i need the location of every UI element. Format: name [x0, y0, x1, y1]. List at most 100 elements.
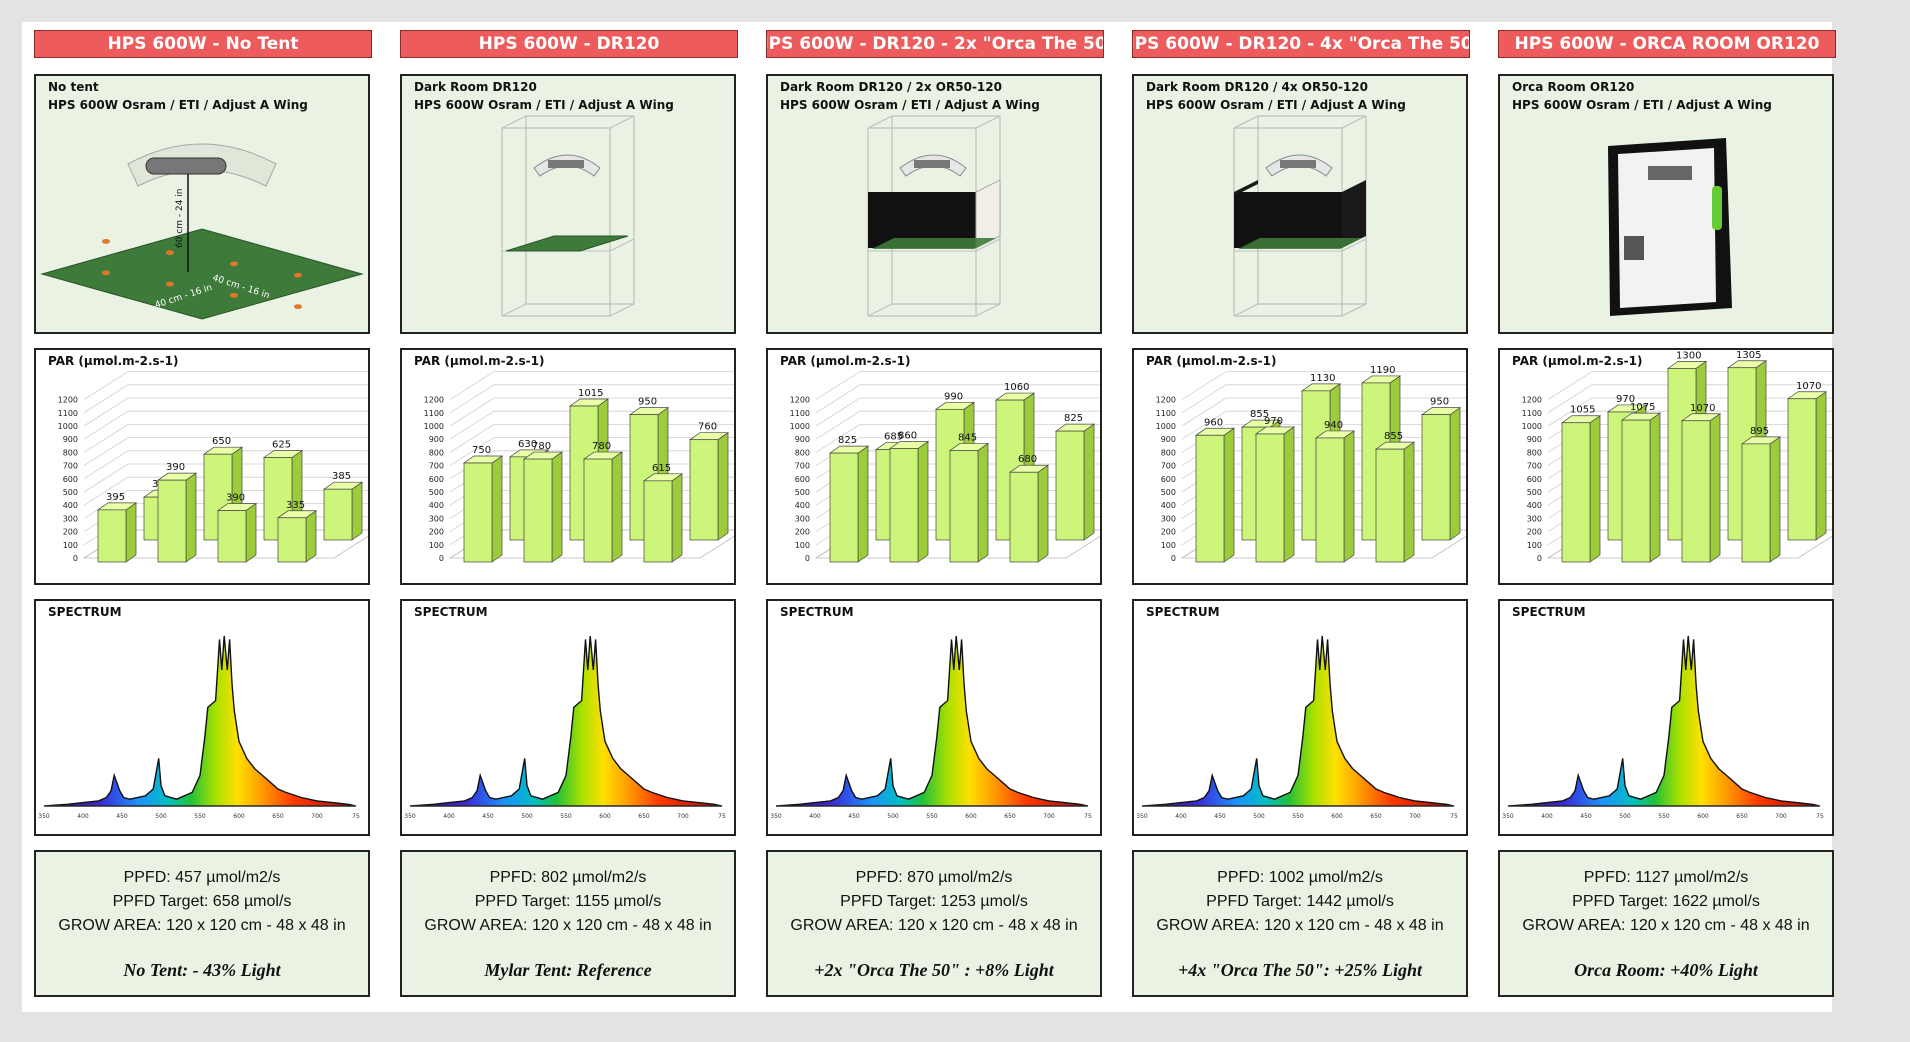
grid-line [815, 371, 1100, 400]
z-tick-label: 800 [63, 448, 78, 457]
x-tick-label: 700 [1775, 813, 1787, 820]
x-tick-label: 400 [809, 813, 821, 820]
x-tick-label: 500 [1619, 813, 1631, 820]
grid-line [83, 410, 368, 440]
x-tick-label: 400 [77, 813, 89, 820]
panel-header: HPS 600W - ORCA ROOM OR120 [1498, 30, 1836, 58]
grow-area: GROW AREA: 120 x 120 cm - 48 x 48 in [58, 917, 346, 934]
par-bar-back [322, 481, 364, 541]
z-tick-label: 800 [1161, 448, 1176, 457]
setup-caption-equipment: HPS 600W Osram / ETI / Adjust A Wing [780, 98, 1040, 112]
z-tick-label: 200 [1527, 528, 1542, 537]
spectrum-title: SPECTRUM [1146, 605, 1220, 619]
par-bar-back [1420, 406, 1462, 541]
bar-value-label: 1015 [578, 388, 603, 399]
z-tick-label: 100 [1527, 541, 1542, 550]
grid-line [449, 371, 734, 400]
spectrum-area [1141, 635, 1455, 807]
z-tick-label: 200 [795, 528, 810, 537]
x-tick-label: 600 [1331, 813, 1343, 820]
par-chart-title: PAR (µmol.m-2.s-1) [1146, 354, 1277, 368]
grid-line [83, 424, 368, 453]
x-tick-label: 75 [352, 813, 360, 820]
z-tick-label: 1000 [424, 422, 444, 431]
x-tick-label: 700 [311, 813, 323, 820]
z-tick-label: 800 [429, 448, 444, 457]
results-panel: PPFD: 457 µmol/m2/s PPFD Target: 658 µmol… [34, 850, 370, 997]
par-bar-front [582, 451, 624, 563]
spectrum-area [43, 635, 357, 807]
x-tick-label: 350 [1136, 813, 1148, 820]
x-tick-label: 650 [1736, 813, 1748, 820]
bar-value-label: 845 [958, 432, 977, 443]
bar-value-label: 950 [1430, 397, 1449, 408]
par-bar-front [642, 473, 684, 563]
par-bar-front [1620, 412, 1662, 563]
results-panel: PPFD: 1127 µmol/m2/s PPFD Target: 1622 µm… [1498, 850, 1834, 997]
spectrum-panel: SPECTRUM 350 400 450 500 550 600 650 700 75 [34, 599, 370, 836]
ppfd-target: PPFD Target: 1442 µmol/s [1206, 893, 1394, 910]
illustration-panel: Dark Room DR120 HPS 600W Osram / ETI / Ad… [400, 74, 736, 334]
light-verdict: +4x "Orca The 50": +25% Light [1178, 960, 1422, 980]
z-tick-label: 100 [795, 541, 810, 550]
par-chart: 0 100 200 300 400 500 600 700 800 900 1000 1100 1200… [1522, 350, 1832, 563]
setup-caption: Dark Room DR120 [414, 80, 537, 94]
bar-value-label: 1060 [1004, 382, 1029, 393]
x-tick-label: 650 [638, 813, 650, 820]
par-bar-back [1054, 423, 1096, 541]
z-tick-label: 1100 [1156, 409, 1176, 418]
par-bar-back [1786, 391, 1828, 541]
x-tick-label: 550 [560, 813, 572, 820]
bar-value-label: 825 [838, 435, 857, 446]
z-tick-label: 200 [63, 528, 78, 537]
par-chart-title: PAR (µmol.m-2.s-1) [1512, 354, 1643, 368]
panel-column-2: HPS 600W - DR120 Dark Room DR120 HPS 600W … [400, 30, 740, 997]
bar-value-label: 685 [884, 432, 903, 443]
par-bar-front [1194, 427, 1236, 563]
z-tick-label: 300 [1161, 514, 1176, 523]
bar-value-label: 615 [652, 463, 671, 474]
x-tick-label: 700 [1409, 813, 1421, 820]
z-tick-label: 900 [795, 435, 810, 444]
setup-caption-equipment: HPS 600W Osram / ETI / Adjust A Wing [1146, 98, 1406, 112]
par-bar-front [1560, 415, 1602, 563]
bar-value-label: 970 [1264, 416, 1283, 427]
z-tick-label: 900 [1161, 435, 1176, 444]
x-tick-label: 600 [599, 813, 611, 820]
setup-illustration [1608, 138, 1732, 316]
z-tick-label: 200 [429, 528, 444, 537]
ppfd-target: PPFD Target: 1253 µmol/s [840, 893, 1028, 910]
par-chart: 0 100 200 300 400 500 600 700 800 900 1000 1100 1200… [790, 371, 1100, 563]
bar-value-label: 1130 [1310, 373, 1335, 384]
par-bar-front [1314, 430, 1356, 563]
z-tick-label: 900 [63, 435, 78, 444]
z-tick-label: 1000 [1522, 422, 1542, 431]
par-chart-panel: PAR (µmol.m-2.s-1) 0 100 200 300 400 500 600 700… [766, 348, 1102, 585]
results-panel: PPFD: 802 µmol/m2/s PPFD Target: 1155 µmo… [400, 850, 736, 997]
par-bar-front [96, 502, 138, 563]
reflective-panel [1342, 180, 1366, 248]
par-chart-panel: PAR (µmol.m-2.s-1) 0 100 200 300 400 500 600 700… [400, 348, 736, 585]
par-chart-title: PAR (µmol.m-2.s-1) [414, 354, 545, 368]
x-tick-label: 500 [1253, 813, 1265, 820]
bar-value-label: 895 [1750, 426, 1769, 437]
z-tick-label: 1000 [58, 422, 78, 431]
z-tick-label: 0 [73, 554, 78, 563]
light-verdict: Mylar Tent: Reference [484, 960, 652, 980]
z-tick-label: 300 [63, 514, 78, 523]
spectrum-panel: SPECTRUM 350 400 450 500 550 600 650 700 75 [400, 599, 736, 836]
bar-value-label: 855 [1250, 409, 1269, 420]
bar-value-label: 750 [472, 445, 491, 456]
bar-value-label: 970 [1616, 394, 1635, 405]
panel-header: HPS 600W - DR120 - 4x "Orca The 50" [1132, 30, 1470, 58]
x-tick-label: 650 [1370, 813, 1382, 820]
grid-line [83, 437, 368, 466]
ppfd-value: PPFD: 457 µmol/m2/s [123, 869, 281, 886]
grid-line [449, 384, 734, 414]
reflective-panel [868, 192, 976, 248]
x-tick-label: 550 [1658, 813, 1670, 820]
bar-value-label: 1070 [1796, 381, 1821, 392]
par-bar-front [828, 445, 870, 563]
grow-area: GROW AREA: 120 x 120 cm - 48 x 48 in [1522, 917, 1810, 934]
spectrum-title: SPECTRUM [780, 605, 854, 619]
